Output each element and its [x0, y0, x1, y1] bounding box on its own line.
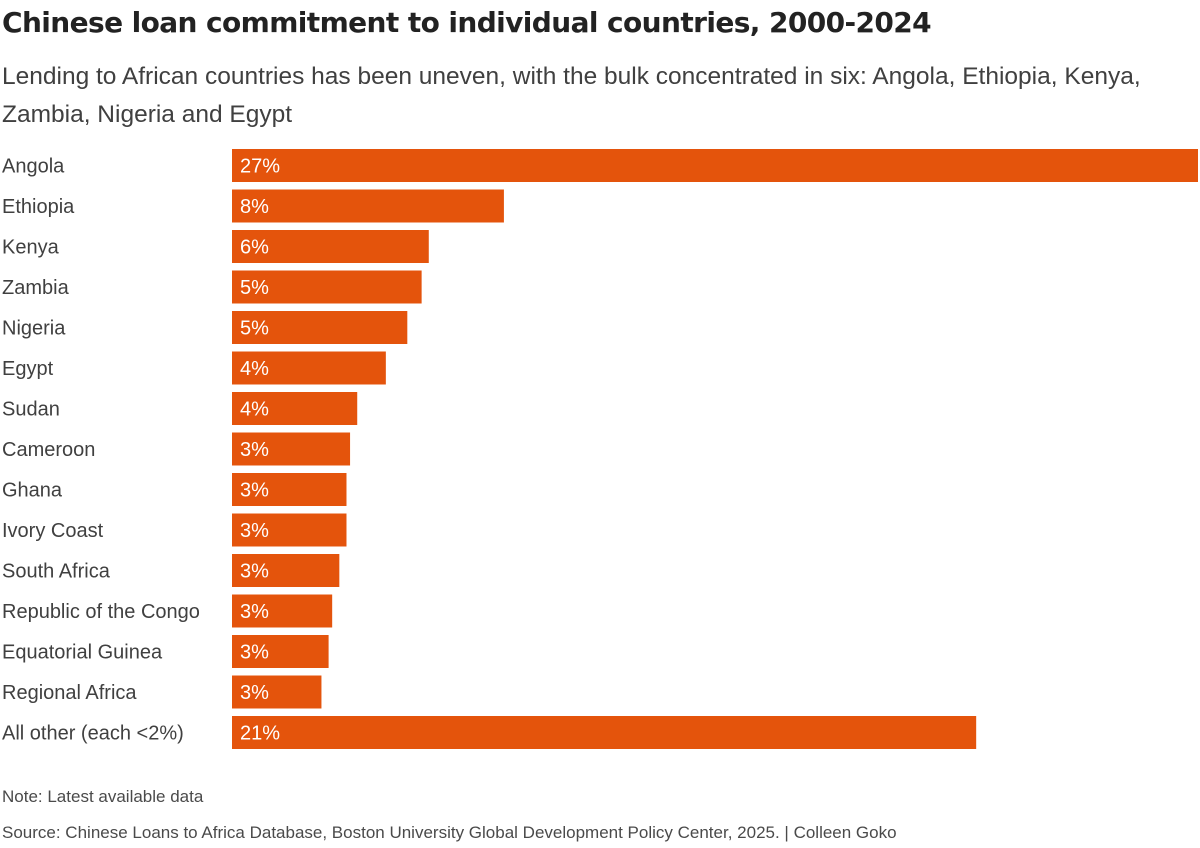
- bar-zambia: [232, 270, 422, 304]
- chart-source: Source: Chinese Loans to Africa Database…: [2, 823, 897, 842]
- category-label-republic-of-the-congo: Republic of the Congo: [2, 601, 200, 623]
- category-label-ghana: Ghana: [2, 480, 63, 502]
- bar-ethiopia: [232, 189, 504, 223]
- value-label-regional-africa: 3%: [240, 682, 269, 704]
- bar-equatorial-guinea: [232, 635, 329, 668]
- chart-subtitle: Lending to African countries has been un…: [2, 63, 1141, 128]
- bar-regional-africa: [232, 675, 322, 709]
- bar-cameroon: [232, 432, 351, 466]
- category-label-all-other-each-2: All other (each <2%): [2, 723, 184, 745]
- category-label-egypt: Egypt: [2, 358, 54, 380]
- category-label-nigeria: Nigeria: [2, 318, 66, 340]
- value-label-ghana: 3%: [240, 480, 269, 502]
- bar-angola: [232, 149, 1198, 182]
- bar-ivory-coast: [232, 513, 347, 547]
- value-label-equatorial-guinea: 3%: [240, 642, 269, 664]
- bar-egypt: [232, 351, 386, 385]
- value-label-zambia: 5%: [240, 277, 269, 299]
- category-label-ethiopia: Ethiopia: [2, 196, 75, 218]
- value-label-ivory-coast: 3%: [240, 520, 269, 542]
- category-label-regional-africa: Regional Africa: [2, 682, 137, 704]
- bar-kenya: [232, 230, 429, 263]
- value-label-south-africa: 3%: [240, 561, 269, 583]
- value-label-nigeria: 5%: [240, 318, 269, 340]
- value-label-egypt: 4%: [240, 358, 269, 380]
- bar-all-other-each-2: [232, 716, 977, 749]
- value-label-angola: 27%: [240, 156, 280, 178]
- bar-ghana: [232, 473, 347, 506]
- chart-note: Note: Latest available data: [2, 787, 204, 806]
- category-label-sudan: Sudan: [2, 399, 60, 421]
- chart-title: Chinese loan commitment to individual co…: [2, 6, 932, 39]
- value-label-all-other-each-2: 21%: [240, 723, 280, 745]
- value-label-kenya: 6%: [240, 237, 269, 259]
- bar-nigeria: [232, 311, 408, 344]
- category-label-zambia: Zambia: [2, 277, 70, 299]
- bar-south-africa: [232, 554, 340, 587]
- value-label-cameroon: 3%: [240, 439, 269, 461]
- value-label-republic-of-the-congo: 3%: [240, 601, 269, 623]
- category-label-south-africa: South Africa: [2, 561, 111, 583]
- category-label-ivory-coast: Ivory Coast: [2, 520, 104, 542]
- value-label-ethiopia: 8%: [240, 196, 269, 218]
- category-label-angola: Angola: [2, 156, 65, 178]
- category-label-kenya: Kenya: [2, 237, 60, 259]
- category-label-equatorial-guinea: Equatorial Guinea: [2, 642, 163, 664]
- bar-republic-of-the-congo: [232, 594, 333, 628]
- value-label-sudan: 4%: [240, 399, 269, 421]
- category-label-cameroon: Cameroon: [2, 439, 95, 461]
- bar-sudan: [232, 392, 358, 425]
